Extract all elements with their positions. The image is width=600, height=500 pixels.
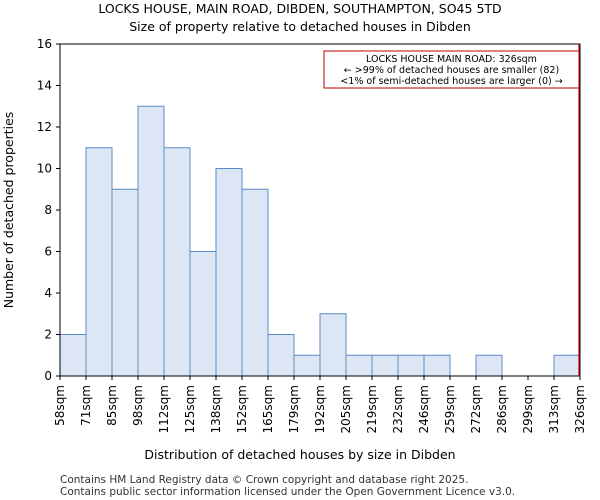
y-ticks: 0 2 4 6 8 10 12 14 16 — [37, 37, 60, 383]
x-tick-label: 98sqm — [131, 385, 145, 426]
bar-179sqm — [293, 354, 321, 377]
y-tick-label: 16 — [37, 37, 52, 51]
y-tick-label: 10 — [37, 162, 52, 176]
x-tick-label: 232sqm — [391, 385, 405, 433]
bar-152sqm — [241, 188, 269, 377]
annotation-line-2: ← >99% of detached houses are smaller (8… — [344, 65, 559, 76]
bar-313sqm — [553, 354, 581, 377]
x-tick-label: 165sqm — [261, 385, 275, 433]
chart-title: LOCKS HOUSE, MAIN ROAD, DIBDEN, SOUTHAMP… — [98, 1, 501, 16]
bar-71sqm — [85, 147, 113, 377]
x-tick-label: 272sqm — [469, 385, 483, 433]
bar-138sqm — [215, 168, 243, 377]
x-tick-label: 179sqm — [287, 385, 301, 433]
y-tick-label: 12 — [37, 120, 52, 134]
x-tick-label: 205sqm — [339, 385, 353, 433]
y-tick-label: 4 — [44, 286, 52, 300]
bar-246sqm — [423, 354, 451, 377]
bar-112sqm — [163, 147, 191, 377]
x-tick-label: 299sqm — [521, 385, 535, 433]
bar-232sqm — [397, 354, 425, 377]
bars-group — [59, 105, 581, 377]
x-tick-label: 246sqm — [417, 385, 431, 433]
x-ticks: 58sqm 71sqm 85sqm 98sqm 112sqm 125sqm 138sqm 15… — [53, 376, 587, 433]
x-axis-label: Distribution of detached houses by size … — [144, 447, 455, 462]
x-tick-label: 112sqm — [157, 385, 171, 433]
bar-272sqm — [475, 354, 503, 377]
x-tick-label: 286sqm — [495, 385, 509, 433]
annotation-line-3: <1% of semi-detached houses are larger (… — [340, 76, 562, 87]
x-tick-label: 259sqm — [443, 385, 457, 433]
plot-area — [59, 43, 581, 377]
x-tick-label: 125sqm — [183, 385, 197, 433]
y-axis-label: Number of detached properties — [1, 112, 16, 309]
x-tick-label: 85sqm — [105, 385, 119, 426]
x-tick-label: 192sqm — [313, 385, 327, 433]
x-tick-label: 152sqm — [235, 385, 249, 433]
x-tick-label: 58sqm — [53, 385, 67, 426]
y-tick-label: 2 — [44, 328, 52, 342]
bar-98sqm — [137, 105, 165, 377]
y-tick-label: 0 — [44, 369, 52, 383]
x-tick-label: 326sqm — [573, 385, 587, 433]
x-tick-label: 313sqm — [547, 385, 561, 433]
x-tick-label: 71sqm — [79, 385, 93, 426]
bar-165sqm — [267, 334, 295, 377]
bar-85sqm — [111, 188, 139, 377]
bar-219sqm — [371, 354, 399, 377]
annotation-line-1: LOCKS HOUSE MAIN ROAD: 326sqm — [366, 54, 537, 65]
x-tick-label: 138sqm — [209, 385, 223, 433]
bar-205sqm — [345, 354, 373, 377]
y-tick-label: 8 — [44, 203, 52, 217]
y-tick-label: 14 — [37, 79, 52, 93]
chart-subtitle: Size of property relative to detached ho… — [129, 19, 471, 34]
footer-line-2: Contains public sector information licen… — [60, 486, 515, 498]
y-tick-label: 6 — [44, 245, 52, 259]
bar-125sqm — [189, 251, 217, 377]
bar-58sqm — [59, 334, 87, 377]
bar-192sqm — [319, 313, 347, 377]
x-tick-label: 219sqm — [365, 385, 379, 433]
annotation-box: LOCKS HOUSE MAIN ROAD: 326sqm ← >99% of … — [323, 50, 580, 89]
footer-line-1: Contains HM Land Registry data © Crown c… — [60, 474, 468, 486]
